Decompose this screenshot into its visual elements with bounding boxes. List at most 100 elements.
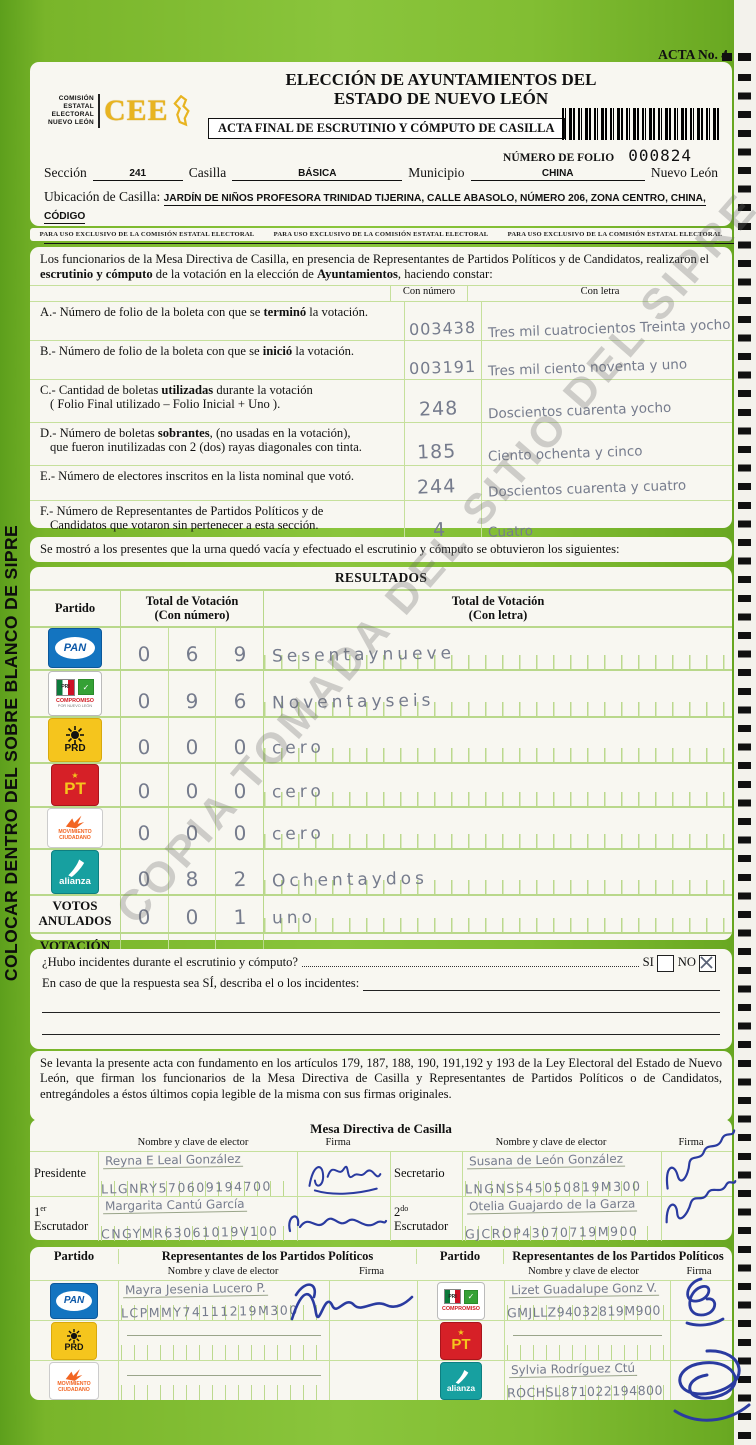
casilla-value: BÁSICA: [232, 168, 403, 181]
escrutador2-name-clave: Otelia Guajardo de la Garza GJCROP430707…: [462, 1196, 661, 1242]
nuevo-leon-state-icon: [173, 95, 190, 127]
row-label: E.- Número de electores inscritos en la …: [30, 466, 404, 500]
reps-row-2: PRD ★ PT: [30, 1320, 732, 1360]
tally-row-c: C.- Cantidad de boletas utilizadas duran…: [30, 378, 732, 422]
org-name: COMISIÓN ESTATAL ELECTORAL NUEVO LEÓN: [48, 95, 94, 128]
reps-header: Partido Representantes de los Partidos P…: [30, 1247, 732, 1266]
desc-blank-line: [363, 990, 720, 991]
role-word: Escrutador: [394, 1218, 449, 1233]
handwritten-name: Lizet Guadalupe Gonz V.: [508, 1280, 660, 1299]
blank-name-line: [127, 1335, 321, 1336]
col-partido: Partido: [53, 1249, 95, 1263]
mesa-row-1: Presidente Reyna E Leal González LLGNRY5…: [30, 1129, 736, 1197]
star-icon: ★: [457, 1328, 465, 1337]
mesa-column-headers: Nombre y clave de elector Firma Nombre y…: [30, 1137, 732, 1151]
role-secretario: Secretario: [390, 1152, 462, 1196]
handwritten-digit: 9: [185, 688, 199, 713]
pan-rep-firma: [290, 1281, 417, 1321]
letra-cell: cero: [263, 717, 732, 762]
letra-cell: cero: [263, 807, 732, 848]
handwritten-digit: 0: [137, 904, 152, 929]
incidents-question: ¿Hubo incidentes durante el escrutinio y…: [42, 955, 298, 969]
col-partido: Partido: [54, 600, 96, 615]
prd-rep-name-clave-blank: [118, 1321, 329, 1360]
digit-box: 9: [216, 628, 263, 669]
incidents-desc-label: En caso de que la respuesta sea SÍ, desc…: [42, 976, 360, 990]
label-text: E.- Número de electores inscritos en la …: [40, 468, 355, 483]
clave-ticks: [101, 1224, 295, 1241]
prd-label: PRD: [64, 742, 86, 754]
mc-line1: MOVIMIENTO: [58, 828, 92, 835]
digits-cell: 0 9 6: [120, 670, 263, 716]
escrutador1-name-clave: Margarita Cantú García CNGYMR63061019V10…: [98, 1196, 297, 1242]
mesa-title: Mesa Directiva de Casilla: [310, 1121, 452, 1136]
col-text: (Con número): [154, 608, 230, 623]
handwritten-digit: 0: [185, 904, 199, 929]
mc-line2: CIUDADANO: [59, 834, 91, 841]
green-check-icon: ✓: [464, 1289, 478, 1304]
handwritten-digit: 0: [137, 866, 152, 891]
handwritten-words: Tres mil cuatrocientos Treinta yocho: [487, 316, 731, 341]
handwritten-clave: CNGYMR63061019V100: [100, 1223, 279, 1242]
result-row-nueva-alianza: alianza 0 8 2 Ochentaydos: [30, 847, 732, 894]
digits-cell: 0 0 0: [120, 717, 263, 762]
party-cell-pt: ★ PT: [417, 1321, 504, 1360]
mc-rep-name-clave-blank: [118, 1361, 329, 1400]
nueva-alianza-logo-icon: alianza: [440, 1361, 482, 1400]
org-line: NUEVO LEÓN: [48, 119, 94, 127]
compromiso-label: COMPROMISO: [441, 1306, 481, 1312]
result-row-pt: ★ PT 0 0 0 cero: [30, 761, 732, 806]
clave-ticks: [465, 1224, 659, 1241]
pan-logo-icon: PAN: [50, 1282, 98, 1319]
pan-label: PAN: [56, 1290, 92, 1311]
reps-row-3: MOVIMIENTO CIUDADANO alianza Sylvia Rodrí…: [30, 1349, 751, 1422]
handwritten-digit: 0: [137, 820, 152, 845]
org-line: COMISIÓN: [58, 94, 94, 102]
label-text: C.- Cantidad de boletas: [40, 382, 162, 397]
handwritten-digit: 6: [232, 688, 247, 713]
role-2do-escrutador: 2do Escrutador: [390, 1197, 462, 1241]
form-title-line1: ELECCIÓN DE AYUNTAMIENTOS DEL: [285, 70, 597, 89]
col-nombre-clave: Nombre y clave de elector: [495, 1137, 607, 1148]
digit-box: 0: [169, 895, 217, 932]
no-checkbox-checked: [699, 955, 716, 972]
signature-escrutador1: [288, 1215, 388, 1233]
star-icon: ★: [71, 771, 79, 781]
handwritten-name: Mayra Jesenia Lucero P.: [122, 1280, 268, 1299]
compromiso-label: COMPROMISO: [55, 697, 95, 704]
handwritten-words: cero: [271, 781, 325, 803]
party-cell: PRD: [30, 717, 120, 762]
label-text: F.- Número de Representantes de Partidos…: [40, 503, 324, 518]
party-cell-prd: PRD: [30, 1321, 118, 1360]
mc-label: MOVIMIENTO CIUDADANO: [58, 828, 92, 842]
handwritten-digit: 0: [232, 820, 247, 845]
sun-icon: [67, 1329, 81, 1343]
handwritten-name: Otelia Guajardo de la Garza: [466, 1196, 638, 1215]
sun-icon: [66, 725, 84, 744]
clave-ticks: [507, 1303, 668, 1320]
handwritten-name: Margarita Cantú García: [102, 1196, 247, 1215]
pri-compromiso-logo-icon: PRI ✓ COMPROMISO: [437, 1281, 485, 1320]
handwritten-clave: ROCHSL871022194800: [506, 1382, 664, 1401]
letra-cell: Sesentaynueve: [263, 627, 732, 669]
alianza-rep-firma: [670, 1349, 751, 1422]
label-text: la votación.: [292, 343, 355, 358]
col-partido: Partido: [416, 1249, 503, 1264]
dotted-leader: [302, 966, 639, 967]
mesa-directiva-panel: Mesa Directiva de Casilla Nombre y clave…: [30, 1119, 737, 1242]
digits-cell: 0 0 0: [120, 763, 263, 806]
blank-rule: [42, 991, 720, 1013]
result-row-prd: PRD 0 0 0 cero: [30, 715, 732, 762]
si-label: SI: [642, 955, 654, 969]
handwritten-words: Doscientos cuarenta yocho: [487, 399, 672, 422]
label-text: D.- Número de boletas: [40, 425, 158, 440]
tally-row-f: F.- Número de Representantes de Partidos…: [30, 499, 732, 543]
mc-line2: CIUDADANO: [58, 1386, 90, 1393]
col-reps-title: Representantes de los Partidos Políticos: [118, 1249, 416, 1264]
intro-bold: escrutinio y cómputo: [40, 267, 153, 282]
pt-logo-icon: ★ PT: [440, 1321, 482, 1360]
digit-box: 6: [216, 671, 263, 716]
clave-ticks: [121, 1343, 327, 1360]
prd-rep-firma-blank: [329, 1321, 417, 1360]
no-label: NO: [677, 955, 696, 969]
